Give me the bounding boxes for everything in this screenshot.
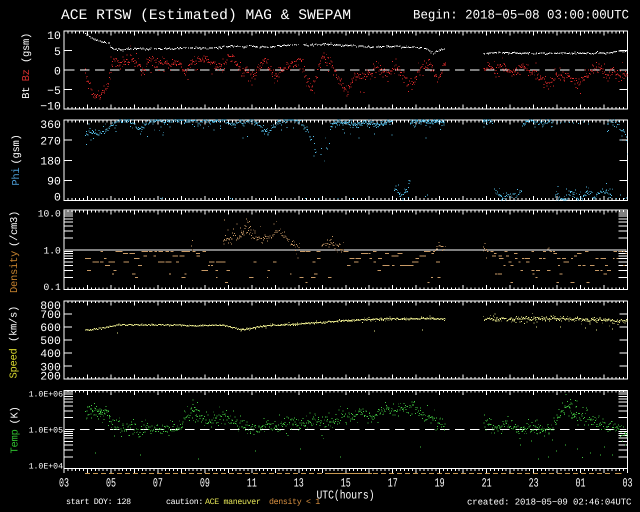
svg-text:created: 2018−05−09 02:46:04UT: created: 2018−05−09 02:46:04UTC [467,498,632,508]
svg-text:03: 03 [59,477,69,491]
svg-text:270: 270 [40,136,61,148]
svg-text:19: 19 [435,477,445,491]
svg-text:17: 17 [388,477,398,491]
svg-text:800: 800 [40,301,61,313]
svg-text:180: 180 [40,156,61,168]
svg-text:ACE RTSW (Estimated) MAG & SWE: ACE RTSW (Estimated) MAG & SWEPAM [61,8,351,24]
svg-text:Bz: Bz [21,69,33,81]
svg-text:500: 500 [40,336,61,348]
svg-text:0: 0 [54,66,61,78]
svg-text:(gsm): (gsm) [11,134,23,164]
svg-text:(K): (K) [10,406,22,424]
svg-text:15: 15 [341,477,351,491]
svg-text:0: 0 [54,193,61,205]
svg-text:90: 90 [47,177,61,189]
svg-text:07: 07 [153,477,163,491]
svg-text:600: 600 [40,323,61,335]
svg-text:(/cm3): (/cm3) [9,211,21,247]
svg-text:700: 700 [40,310,61,322]
svg-text:Temp: Temp [10,429,22,453]
svg-text:(gsm): (gsm) [21,33,33,63]
svg-text:10.0: 10.0 [38,209,61,220]
svg-text:05: 05 [106,477,116,491]
svg-text:−5: −5 [47,86,61,98]
svg-text:400: 400 [40,349,61,361]
svg-text:1.0E+04: 1.0E+04 [29,463,63,472]
svg-text:23: 23 [529,477,539,491]
svg-text:200: 200 [40,371,61,383]
svg-text:360: 360 [40,120,61,132]
svg-text:03: 03 [623,477,633,491]
svg-text:UTC(hours): UTC(hours) [317,489,375,503]
svg-text:5: 5 [54,47,61,59]
svg-text:(km/s): (km/s) [9,306,21,342]
svg-text:Density: Density [9,251,21,293]
svg-text:1.0: 1.0 [44,245,62,256]
svg-text:1.0E+06: 1.0E+06 [29,390,63,399]
svg-text:ACE maneuver: ACE maneuver [205,498,261,507]
svg-text:Bt: Bt [21,87,33,99]
svg-text:Speed: Speed [9,348,21,378]
svg-text:density < 1: density < 1 [269,497,320,507]
svg-text:11: 11 [247,477,257,491]
svg-text:21: 21 [482,477,492,491]
svg-text:caution:: caution: [166,497,203,507]
svg-text:01: 01 [576,477,586,491]
svg-text:Phi: Phi [11,168,23,186]
svg-text:10: 10 [47,31,61,43]
svg-text:Begin: 2018−05−08 03:00:00UTC: Begin: 2018−05−08 03:00:00UTC [413,8,629,23]
svg-text:300: 300 [40,362,61,374]
svg-text:start DOY: 128: start DOY: 128 [66,498,131,507]
svg-text:0.1: 0.1 [44,282,62,293]
svg-text:−10: −10 [40,101,61,113]
svg-text:1.0E+05: 1.0E+05 [29,426,63,435]
svg-text:09: 09 [200,477,210,491]
svg-text:13: 13 [294,477,304,491]
